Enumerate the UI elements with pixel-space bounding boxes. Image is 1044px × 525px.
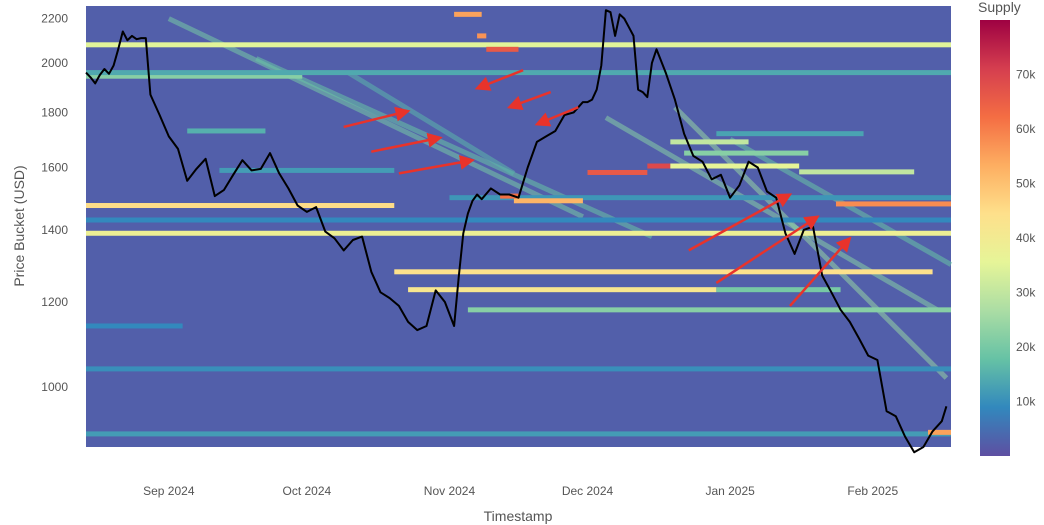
price-line bbox=[85, 9, 948, 454]
supply-diagonal bbox=[255, 56, 653, 239]
supply-band bbox=[500, 193, 519, 199]
y-tick-label: 2000 bbox=[41, 56, 68, 70]
supply-band bbox=[647, 163, 671, 169]
y-axis: 1000 1200 1400 1600 1800 2000 2200 bbox=[41, 12, 68, 395]
supply-band bbox=[670, 139, 749, 145]
plot-area[interactable] bbox=[85, 6, 953, 454]
y-tick-label: 1400 bbox=[41, 223, 68, 237]
colorbar-tick-label: 20k bbox=[1016, 340, 1036, 354]
supply-band bbox=[86, 203, 395, 209]
supply-diagonal bbox=[604, 115, 939, 313]
colorbar-tick-label: 50k bbox=[1016, 177, 1036, 191]
colorbar-tick-label: 70k bbox=[1016, 68, 1036, 82]
annotation-arrow bbox=[789, 236, 852, 307]
supply-band bbox=[835, 201, 951, 207]
supply-band bbox=[670, 163, 800, 169]
supply-band bbox=[716, 287, 841, 293]
y-tick-label: 1600 bbox=[41, 160, 68, 174]
supply-band bbox=[449, 195, 951, 201]
supply-band bbox=[86, 217, 951, 223]
x-tick-label: Oct 2024 bbox=[282, 484, 331, 498]
annotation-arrow bbox=[398, 155, 475, 175]
colorbar-ramp bbox=[980, 20, 1010, 456]
annotation-arrow bbox=[474, 69, 524, 91]
colorbar-ticks: 10k 20k 30k 40k 50k 60k 70k bbox=[1016, 68, 1036, 409]
colorbar-tick-label: 60k bbox=[1016, 122, 1036, 136]
annotation-arrow bbox=[688, 193, 793, 252]
supply-band bbox=[927, 429, 951, 435]
x-tick-label: Dec 2024 bbox=[562, 484, 614, 498]
supply-band bbox=[408, 287, 717, 293]
supply-band bbox=[86, 73, 303, 79]
supply-band bbox=[587, 169, 648, 175]
x-tick-label: Nov 2024 bbox=[424, 484, 476, 498]
supply-band bbox=[187, 128, 266, 134]
price-line-layer bbox=[85, 9, 948, 454]
supply-band bbox=[799, 169, 915, 175]
x-axis: Sep 2024 Oct 2024 Nov 2024 Dec 2024 Jan 2025… bbox=[143, 484, 898, 498]
annotation-arrow bbox=[534, 106, 579, 127]
supply-band bbox=[86, 230, 951, 236]
supply-band bbox=[467, 307, 951, 313]
y-tick-label: 1000 bbox=[41, 380, 68, 394]
colorbar-tick-label: 10k bbox=[1016, 395, 1036, 409]
y-tick-label: 1800 bbox=[41, 105, 68, 119]
colorbar-tick-label: 30k bbox=[1016, 286, 1036, 300]
x-tick-label: Jan 2025 bbox=[705, 484, 755, 498]
x-tick-label: Feb 2025 bbox=[847, 484, 898, 498]
supply-band bbox=[454, 11, 482, 17]
supply-band bbox=[86, 366, 951, 372]
supply-band bbox=[219, 167, 395, 173]
colorbar-title: Supply bbox=[978, 0, 1021, 15]
annotation-arrow bbox=[371, 132, 443, 153]
supply-band bbox=[716, 131, 864, 137]
supply-band bbox=[477, 33, 487, 39]
y-tick-label: 1200 bbox=[41, 295, 68, 309]
x-axis-title: Timestamp bbox=[484, 508, 553, 524]
supply-band bbox=[394, 269, 933, 275]
supply-diagonal bbox=[167, 16, 584, 219]
supply-band bbox=[513, 198, 583, 204]
supply-diagonal bbox=[346, 70, 516, 176]
annotation-arrow bbox=[343, 106, 411, 129]
supply-band bbox=[86, 42, 951, 48]
x-tick-label: Sep 2024 bbox=[143, 484, 195, 498]
y-tick-label: 2200 bbox=[41, 12, 68, 26]
supply-band bbox=[486, 46, 519, 52]
y-axis-title: Price Bucket (USD) bbox=[11, 165, 27, 286]
colorbar: Supply 10k 20k 30k 40k 50k 60k 70k bbox=[978, 0, 1036, 456]
supply-band bbox=[86, 431, 951, 437]
supply-band bbox=[86, 323, 183, 329]
colorbar-tick-label: 40k bbox=[1016, 231, 1036, 245]
annotation-arrow bbox=[506, 90, 552, 110]
annotation-arrows-layer bbox=[343, 69, 852, 307]
annotation-arrow bbox=[715, 215, 820, 284]
supply-band bbox=[684, 150, 809, 156]
